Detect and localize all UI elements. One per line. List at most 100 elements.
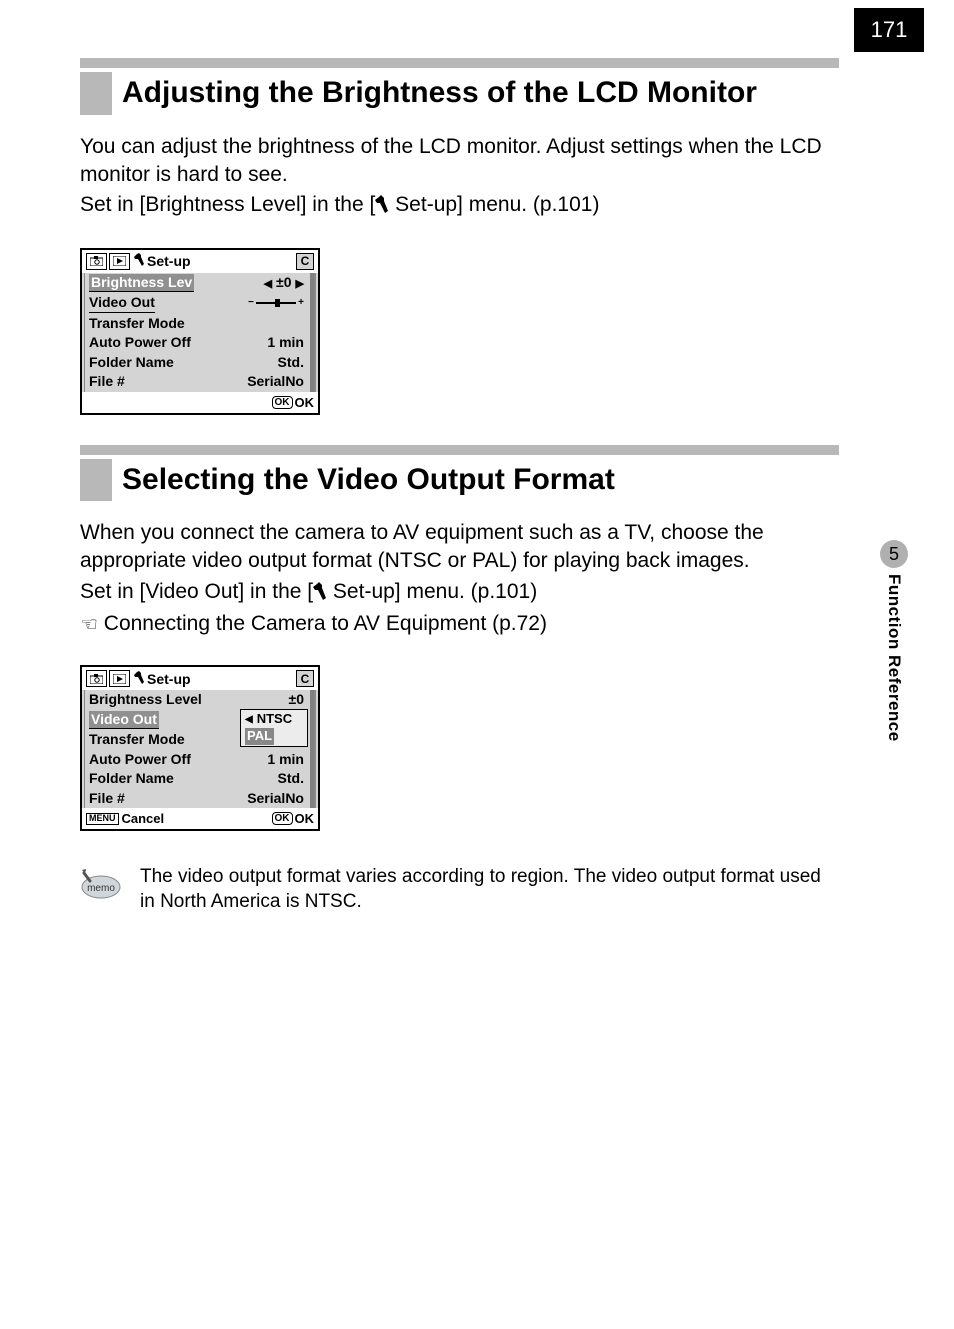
- cancel-label: Cancel: [122, 811, 165, 826]
- brightness-value: ±0: [289, 691, 304, 709]
- brightness-value-control: ◀ ±0 ▶: [264, 274, 304, 292]
- section1-body: You can adjust the brightness of the LCD…: [80, 133, 839, 222]
- folder-value: Std.: [278, 770, 304, 788]
- menu-tab-bar: Set-up C: [82, 667, 318, 690]
- file-label: File #: [89, 790, 125, 808]
- right-arrow-icon: ▶: [296, 278, 304, 292]
- section2-para2: Set in [Video Out] in the [ Set-up] menu…: [80, 578, 839, 608]
- setup-tab-label: Set-up: [147, 253, 191, 269]
- setup-wrench-icon: [134, 671, 144, 687]
- brightness-label: Brightness Level: [89, 691, 202, 709]
- section-heading-video-output: Selecting the Video Output Format: [80, 459, 839, 502]
- svg-text:memo: memo: [87, 883, 115, 894]
- menu-tab-bar: Set-up C: [82, 250, 318, 273]
- file-label: File #: [89, 373, 125, 391]
- menu-row-file: File # SerialNo: [85, 372, 308, 392]
- pointer-hand-icon: ☞: [80, 612, 98, 639]
- menu-footer: OK OK: [82, 392, 318, 413]
- menu-button-icon: MENU: [86, 813, 119, 825]
- camera-tab-icon: [86, 670, 107, 687]
- folder-value: Std.: [278, 354, 304, 372]
- left-arrow-icon: ◀: [245, 713, 253, 726]
- brightness-value: ±0: [276, 274, 291, 290]
- video-out-dropdown: ◀ NTSC PAL: [240, 709, 308, 747]
- section1-para2-post: Set-up] menu. (p.101): [389, 193, 599, 216]
- ok-indicator: OK OK: [272, 811, 315, 826]
- ok-box-icon: OK: [272, 812, 293, 825]
- section-rule: [80, 445, 839, 455]
- section-title: Selecting the Video Output Format: [122, 459, 615, 502]
- section2-para2-post: Set-up] menu. (p.101): [327, 580, 537, 603]
- brightness-label: Brightness Lev: [89, 274, 194, 293]
- section2-body: When you connect the camera to AV equipm…: [80, 519, 839, 639]
- menu-row-file: File # SerialNo: [85, 789, 308, 809]
- heading-accent-bar: [80, 72, 112, 115]
- memo-icon: memo: [80, 867, 122, 901]
- auto-off-value: 1 min: [267, 334, 304, 352]
- dropdown-selected-label: NTSC: [257, 711, 292, 728]
- video-out-label: Video Out: [89, 294, 155, 313]
- setup-wrench-icon: [134, 253, 144, 269]
- folder-label: Folder Name: [89, 354, 174, 372]
- folder-label: Folder Name: [89, 770, 174, 788]
- section1-para1: You can adjust the brightness of the LCD…: [80, 133, 839, 190]
- transfer-label: Transfer Mode: [89, 315, 185, 333]
- auto-off-value: 1 min: [267, 751, 304, 769]
- setup-tab: Set-up: [134, 253, 191, 269]
- custom-tab-icon: C: [296, 253, 314, 270]
- chapter-label: Function Reference: [884, 574, 904, 742]
- auto-off-label: Auto Power Off: [89, 751, 191, 769]
- menu-row-brightness: Brightness Level ±0: [85, 690, 308, 710]
- file-value: SerialNo: [247, 790, 304, 808]
- ok-label: OK: [295, 395, 315, 410]
- ok-box-icon: OK: [272, 396, 293, 409]
- menu-row-video-out: Video Out −+: [85, 293, 308, 314]
- section2-para1: When you connect the camera to AV equipm…: [80, 519, 839, 576]
- menu-row-auto-off: Auto Power Off 1 min: [85, 333, 308, 353]
- section1-para2-pre: Set in [Brightness Level] in the [: [80, 193, 375, 216]
- cancel-indicator: MENU Cancel: [86, 811, 164, 826]
- chapter-side-tab: 5 Function Reference: [880, 540, 908, 742]
- menu-screenshot-video-out: Set-up C Brightness Level ±0 Video Out: [80, 665, 320, 831]
- playback-tab-icon: [109, 670, 130, 687]
- ok-label: OK: [295, 811, 315, 826]
- setup-tab-label: Set-up: [147, 671, 191, 687]
- chapter-number-badge: 5: [880, 540, 908, 568]
- menu-scrollbar: [310, 273, 314, 392]
- dropdown-selected: ◀ NTSC: [245, 711, 303, 728]
- left-arrow-icon: ◀: [264, 278, 272, 292]
- section1-para2: Set in [Brightness Level] in the [ Set-u…: [80, 191, 839, 221]
- memo-note: memo The video output format varies acco…: [80, 865, 839, 914]
- section2-para3: ☞ Connecting the Camera to AV Equipment …: [80, 610, 839, 639]
- menu-screenshot-brightness: Set-up C Brightness Lev ◀ ±0 ▶: [80, 248, 320, 415]
- playback-tab-icon: [109, 253, 130, 270]
- menu-footer: MENU Cancel OK OK: [82, 808, 318, 829]
- dropdown-option: PAL: [245, 728, 303, 745]
- page-number: 171: [854, 8, 924, 52]
- brightness-slider: −+: [248, 297, 304, 310]
- file-value: SerialNo: [247, 373, 304, 391]
- menu-row-transfer: Transfer Mode: [85, 314, 308, 334]
- camera-tab-icon: [86, 253, 107, 270]
- ok-indicator: OK OK: [272, 395, 315, 410]
- setup-tab: Set-up: [134, 671, 191, 687]
- section-rule: [80, 58, 839, 68]
- menu-row-brightness: Brightness Lev ◀ ±0 ▶: [85, 273, 308, 294]
- setup-wrench-icon: [375, 193, 389, 221]
- video-out-label: Video Out: [89, 711, 159, 730]
- section-heading-brightness: Adjusting the Brightness of the LCD Moni…: [80, 72, 839, 115]
- setup-wrench-icon: [313, 580, 327, 608]
- menu-row-folder: Folder Name Std.: [85, 353, 308, 373]
- menu-row-folder: Folder Name Std.: [85, 769, 308, 789]
- memo-text: The video output format varies according…: [140, 865, 839, 914]
- section-title: Adjusting the Brightness of the LCD Moni…: [122, 72, 757, 115]
- auto-off-label: Auto Power Off: [89, 334, 191, 352]
- heading-accent-bar: [80, 459, 112, 502]
- transfer-label: Transfer Mode: [89, 731, 185, 749]
- section2-para3-text: Connecting the Camera to AV Equipment (p…: [98, 612, 547, 635]
- menu-row-auto-off: Auto Power Off 1 min: [85, 750, 308, 770]
- section2-para2-pre: Set in [Video Out] in the [: [80, 580, 313, 603]
- menu-scrollbar: [310, 690, 314, 808]
- dropdown-option-label: PAL: [245, 728, 274, 745]
- custom-tab-icon: C: [296, 670, 314, 687]
